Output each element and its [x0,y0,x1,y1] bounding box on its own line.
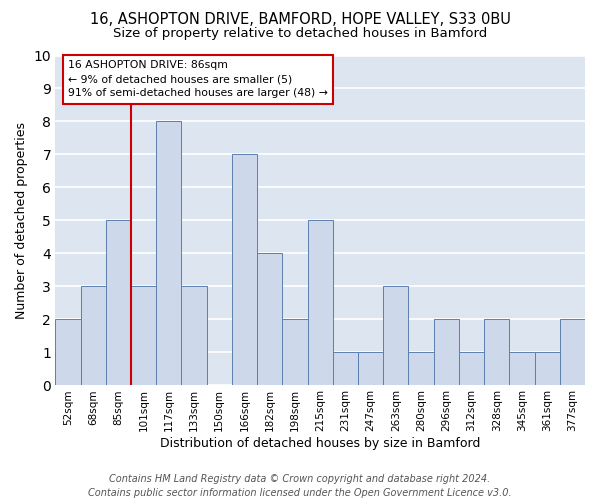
Bar [484,319,509,385]
Bar [383,286,409,385]
Bar [257,254,283,385]
Bar [283,319,308,385]
Bar [181,286,206,385]
Bar [80,286,106,385]
Text: Size of property relative to detached houses in Bamford: Size of property relative to detached ho… [113,28,487,40]
Bar [308,220,333,385]
Bar [156,122,181,385]
Bar [459,352,484,385]
Bar [535,352,560,385]
Bar [106,220,131,385]
X-axis label: Distribution of detached houses by size in Bamford: Distribution of detached houses by size … [160,437,481,450]
Bar [232,154,257,385]
Bar [55,319,80,385]
Bar [409,352,434,385]
Bar [333,352,358,385]
Bar [560,319,585,385]
Text: 16, ASHOPTON DRIVE, BAMFORD, HOPE VALLEY, S33 0BU: 16, ASHOPTON DRIVE, BAMFORD, HOPE VALLEY… [89,12,511,28]
Bar [509,352,535,385]
Text: 16 ASHOPTON DRIVE: 86sqm
← 9% of detached houses are smaller (5)
91% of semi-det: 16 ASHOPTON DRIVE: 86sqm ← 9% of detache… [68,60,328,98]
Bar [434,319,459,385]
Y-axis label: Number of detached properties: Number of detached properties [15,122,28,319]
Bar [131,286,156,385]
Bar [358,352,383,385]
Text: Contains HM Land Registry data © Crown copyright and database right 2024.
Contai: Contains HM Land Registry data © Crown c… [88,474,512,498]
